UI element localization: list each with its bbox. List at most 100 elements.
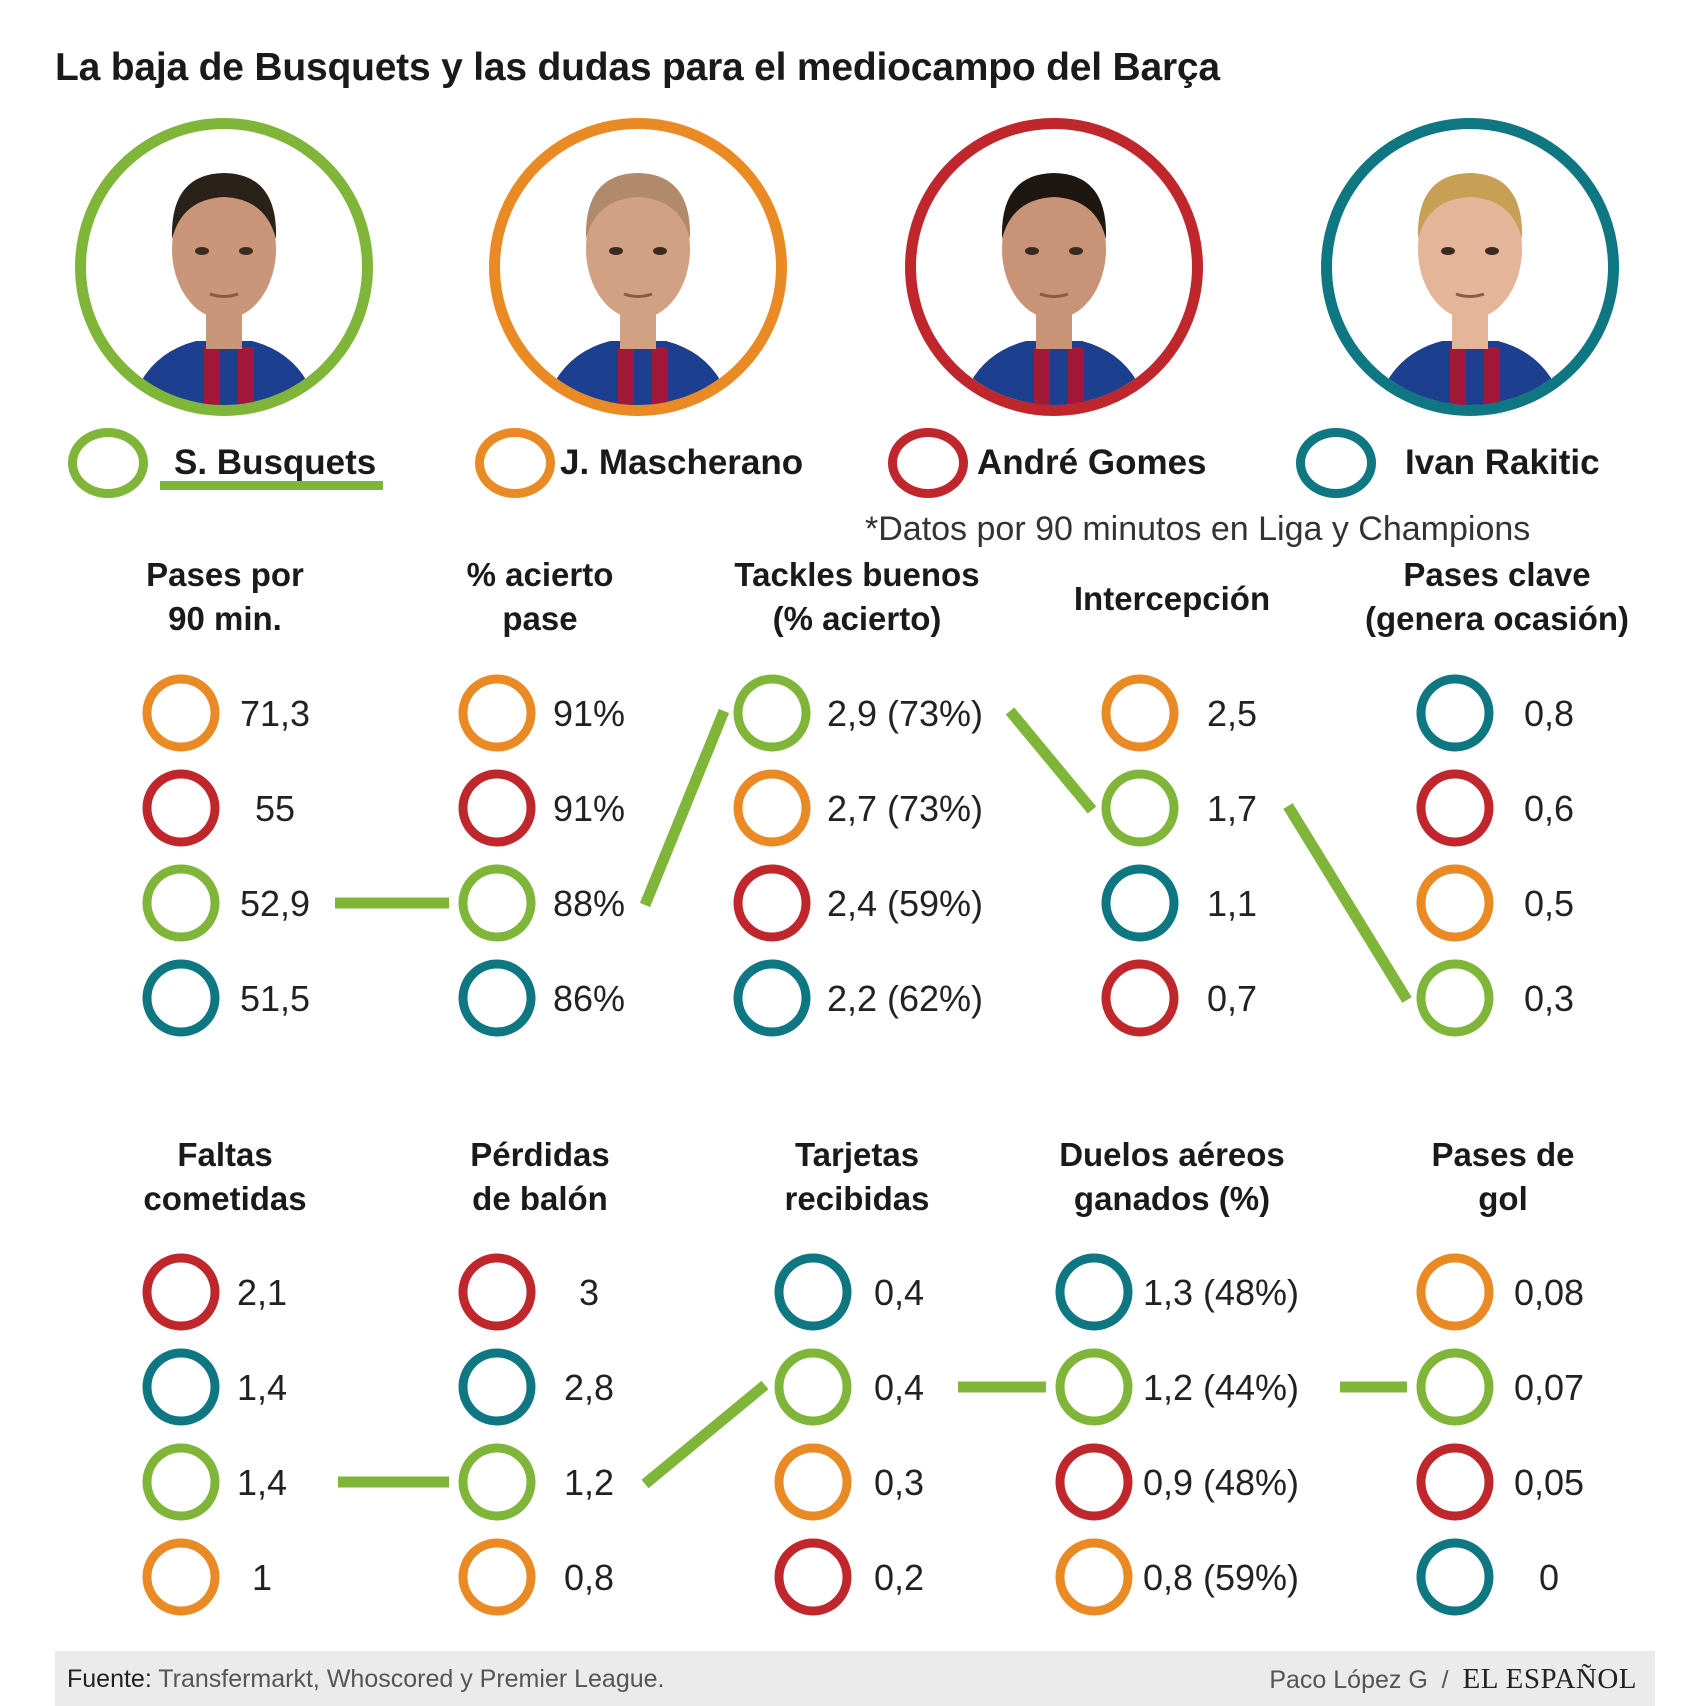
player-name-mascherano: J. Mascherano — [560, 443, 804, 482]
stat-ring-rakitic — [458, 1348, 536, 1426]
stat-value-busquets: 0,3 — [1524, 978, 1574, 1019]
stat-value-rakitic: 2,2 (62%) — [827, 978, 983, 1019]
page-title: La baja de Busquets y las dudas para el … — [55, 46, 1220, 89]
stat-table-2: Tackles buenos (% acierto) 2,9 (73%) 2,7 (7… — [733, 556, 983, 1037]
stat-ring-busquets — [733, 674, 811, 752]
stat-title-4-line-1: (genera ocasión) — [1365, 600, 1629, 637]
footer-source-text: Transfermarkt, Whoscored y Premier Leagu… — [158, 1665, 665, 1693]
stat-value-mascherano: 91% — [553, 693, 625, 734]
stat-table-4: Pases clave (genera ocasión) 0,8 0,6 0,5 0,3 — [1365, 556, 1629, 1037]
footer: Fuente: Transfermarkt, Whoscored y Premi… — [55, 1651, 1655, 1706]
stat-value-mascherano: 0,5 — [1524, 883, 1574, 924]
stat-title-0-line-1: 90 min. — [168, 600, 282, 637]
stat-value-busquets: 1,2 — [564, 1462, 614, 1503]
stat-ring-gomes — [1055, 1443, 1133, 1521]
stat-value-gomes: 55 — [255, 788, 295, 829]
stat-value-rakitic: 2,8 — [564, 1367, 614, 1408]
stat-title-2-line-0: Tackles buenos — [734, 556, 979, 593]
stat-ring-busquets — [458, 1443, 536, 1521]
player-photo-rakitic — [1321, 118, 1619, 416]
stat-title-9-line-1: gol — [1478, 1180, 1527, 1217]
stat-value-busquets: 0,07 — [1514, 1367, 1584, 1408]
stat-ring-busquets — [1416, 1348, 1494, 1426]
stat-table-7: Tarjetas recibidas 0,4 0,4 0,3 0,2 — [774, 1136, 930, 1616]
player-portrait-gomes — [961, 173, 1147, 405]
stat-value-gomes: 3 — [579, 1272, 599, 1313]
stat-ring-rakitic — [774, 1253, 852, 1331]
stat-ring-mascherano — [458, 1538, 536, 1616]
stat-title-8-line-1: ganados (%) — [1074, 1180, 1270, 1217]
stat-table-5: Faltas cometidas 2,1 1,4 1,4 1 — [142, 1136, 307, 1616]
stat-ring-mascherano — [1055, 1538, 1133, 1616]
stat-table-9: Pases de gol 0,08 0,07 0,05 0 — [1416, 1136, 1584, 1616]
stat-value-rakitic: 1,4 — [237, 1367, 287, 1408]
footer-credit: Paco López G / EL ESPAÑOL — [1269, 1663, 1637, 1696]
stat-ring-rakitic — [458, 959, 536, 1037]
stat-title-8-line-0: Duelos aéreos — [1059, 1136, 1285, 1173]
stat-title-7-line-1: recibidas — [785, 1180, 930, 1217]
stat-value-busquets: 2,9 (73%) — [827, 693, 983, 734]
player-photo-busquets — [75, 118, 373, 416]
stat-title-6-line-1: de balón — [472, 1180, 608, 1217]
stat-value-gomes: 0,05 — [1514, 1462, 1584, 1503]
stat-value-gomes: 0,6 — [1524, 788, 1574, 829]
stat-value-rakitic: 86% — [553, 978, 625, 1019]
player-name-gomes: André Gomes — [977, 443, 1207, 482]
stat-value-mascherano: 71,3 — [240, 693, 310, 734]
stat-ring-mascherano — [733, 769, 811, 847]
stat-table-1: % acierto pase 91% 91% 88% 86% — [458, 556, 625, 1037]
stat-ring-rakitic — [142, 1348, 220, 1426]
stat-ring-mascherano — [142, 674, 220, 752]
stat-value-rakitic: 0,8 — [1524, 693, 1574, 734]
stat-title-1-line-1: pase — [502, 600, 577, 637]
footer-source-label: Fuente: — [67, 1665, 152, 1693]
stat-value-mascherano: 2,5 — [1207, 693, 1257, 734]
stat-ring-busquets — [774, 1348, 852, 1426]
busquets-connector — [639, 708, 730, 908]
legend-ring-gomes — [888, 428, 968, 498]
stat-ring-busquets — [1055, 1348, 1133, 1426]
busquets-connector — [641, 1380, 769, 1489]
stat-title-0-line-0: Pases por — [146, 556, 304, 593]
stat-value-mascherano: 1 — [252, 1557, 272, 1598]
stat-table-8: Duelos aéreos ganados (%) 1,3 (48%) 1,2 (44… — [1055, 1136, 1299, 1616]
stat-value-rakitic: 1,1 — [1207, 883, 1257, 924]
stat-value-gomes: 2,4 (59%) — [827, 883, 983, 924]
stat-ring-mascherano — [142, 1538, 220, 1616]
highlight-underline — [160, 481, 383, 490]
stat-ring-gomes — [1416, 1443, 1494, 1521]
stat-title-1-line-0: % acierto — [467, 556, 614, 593]
footer-separator: / — [1441, 1666, 1449, 1694]
stat-ring-rakitic — [142, 959, 220, 1037]
stat-ring-gomes — [774, 1538, 852, 1616]
stat-ring-gomes — [733, 864, 811, 942]
player-card-busquets: S. Busquets — [68, 118, 385, 498]
legend-ring-busquets — [68, 428, 148, 498]
stat-ring-mascherano — [1416, 1253, 1494, 1331]
stats-charts: Pases por 90 min. 71,3 55 52,9 51,5 % acierto p… — [142, 556, 1629, 1616]
player-card-gomes: André Gomes — [888, 118, 1215, 498]
stat-ring-mascherano — [1101, 674, 1179, 752]
stat-value-gomes: 2,1 — [237, 1272, 287, 1313]
legend-ring-rakitic — [1296, 428, 1376, 498]
busquets-connector — [1283, 803, 1412, 1003]
stat-ring-busquets — [1101, 769, 1179, 847]
stat-title-5-line-1: cometidas — [143, 1180, 306, 1217]
stat-value-gomes: 0,2 — [874, 1557, 924, 1598]
legend-ring-mascherano — [475, 428, 555, 498]
stat-value-mascherano: 0,8 — [564, 1557, 614, 1598]
stat-title-9-line-0: Pases de — [1431, 1136, 1574, 1173]
stat-title-6-line-0: Pérdidas — [470, 1136, 609, 1173]
stat-ring-rakitic — [1101, 864, 1179, 942]
stat-value-busquets: 52,9 — [240, 883, 310, 924]
stat-table-3: Intercepción 2,5 1,7 1,1 0,7 — [1074, 580, 1270, 1037]
player-portrait-busquets — [131, 173, 317, 405]
stat-value-mascherano: 0,3 — [874, 1462, 924, 1503]
stat-title-7-line-0: Tarjetas — [795, 1136, 919, 1173]
stat-ring-busquets — [1416, 959, 1494, 1037]
player-portrait-mascherano — [545, 173, 731, 405]
stat-ring-busquets — [142, 864, 220, 942]
data-note: *Datos por 90 minutos en Liga y Champion… — [865, 510, 1531, 548]
stat-title-5-line-0: Faltas — [177, 1136, 272, 1173]
stat-value-busquets: 0,4 — [874, 1367, 924, 1408]
